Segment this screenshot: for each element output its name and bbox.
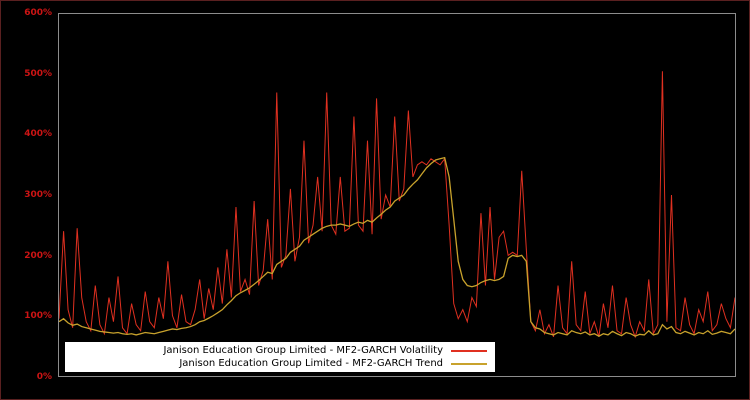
legend: Janison Education Group Limited - MF2-GA… <box>65 342 495 372</box>
trend-series-line <box>59 156 735 337</box>
volatility-series-line <box>59 71 735 339</box>
legend-line-sample-volatility <box>451 349 487 352</box>
y-tick-label: 600% <box>24 8 52 18</box>
legend-item-volatility: Janison Education Group Limited - MF2-GA… <box>73 344 487 357</box>
y-tick-label: 100% <box>24 311 52 322</box>
y-tick-label: 300% <box>24 190 52 200</box>
legend-line-sample-trend <box>451 362 487 365</box>
legend-label-volatility: Janison Education Group Limited - MF2-GA… <box>163 345 443 356</box>
y-tick-label: 500% <box>24 68 52 79</box>
chart-canvas <box>59 71 735 339</box>
plot-area: Janison Education Group Limited - MF2-GA… <box>58 13 736 377</box>
y-tick-label: 400% <box>24 129 52 140</box>
y-tick-label: 0% <box>36 372 52 382</box>
legend-label-trend: Janison Education Group Limited - MF2-GA… <box>179 358 443 369</box>
y-axis: 0% 100% 200% 300% 400% 500% 600% <box>1 1 56 399</box>
legend-item-trend: Janison Education Group Limited - MF2-GA… <box>73 357 487 370</box>
y-tick-label: 200% <box>24 250 52 261</box>
